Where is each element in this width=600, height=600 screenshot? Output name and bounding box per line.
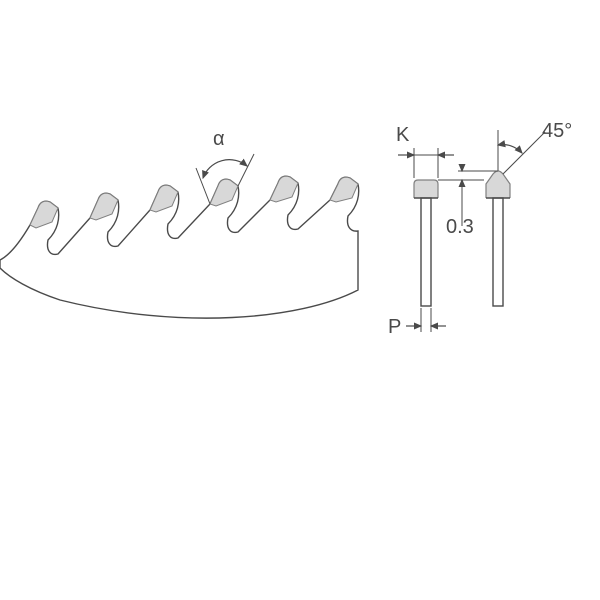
label-45deg: 45°	[542, 120, 572, 143]
blade-tooth-svg	[0, 0, 600, 600]
dimension-K	[398, 148, 454, 178]
dimension-45deg	[498, 130, 545, 174]
chamfer-top-tooth	[486, 171, 510, 306]
label-offset: 0.3	[446, 216, 474, 239]
diagram-canvas: α K 45° 0.3 P	[0, 0, 600, 600]
saw-blade-profile	[0, 154, 359, 318]
dimension-P	[406, 308, 446, 332]
label-K: K	[396, 124, 409, 147]
label-alpha: α	[213, 128, 225, 151]
flat-top-tooth	[414, 180, 438, 306]
label-P: P	[388, 316, 401, 339]
